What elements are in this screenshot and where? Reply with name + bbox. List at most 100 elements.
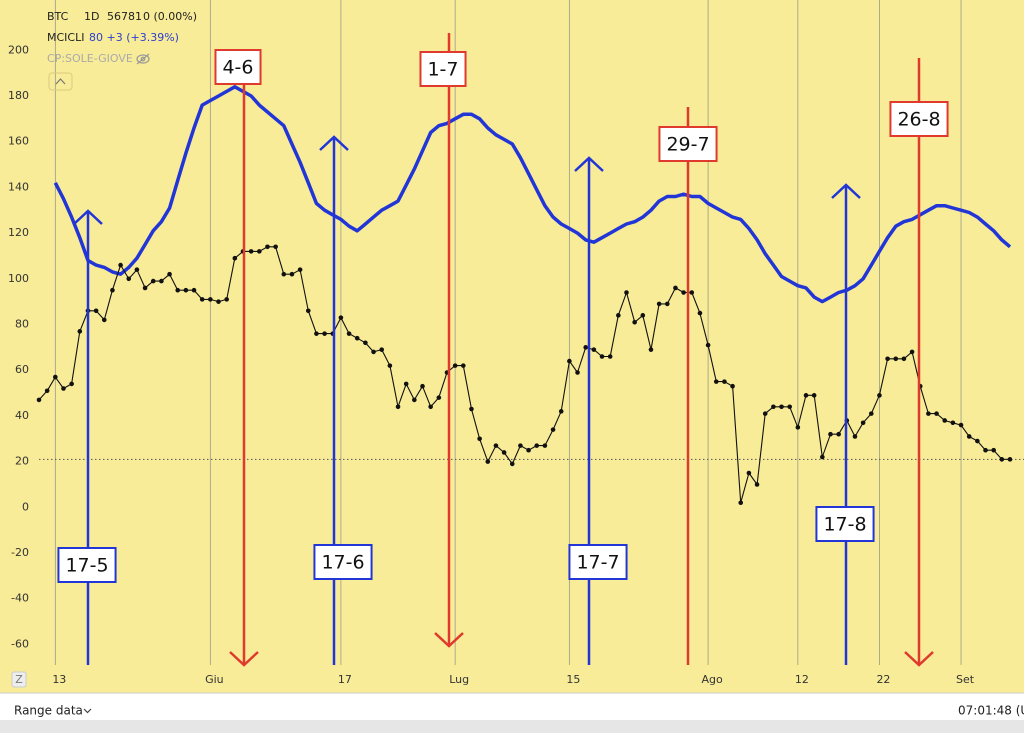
- data-point: [191, 287, 197, 293]
- x-tick-label: Ago: [701, 673, 723, 686]
- data-point: [942, 418, 948, 423]
- x-tick-label: 22: [876, 673, 890, 686]
- data-point: [509, 461, 515, 467]
- data-point: [126, 276, 132, 282]
- data-point: [69, 381, 74, 387]
- collapse-button[interactable]: [48, 72, 73, 91]
- data-point: [567, 358, 572, 364]
- data-point: [428, 404, 433, 410]
- data-point: [354, 335, 360, 341]
- annotation-label: 17-8: [823, 514, 866, 536]
- data-point: [762, 411, 768, 416]
- data-point: [632, 319, 637, 325]
- data-point: [852, 434, 858, 439]
- data-point: [44, 388, 50, 394]
- annotation-box: [313, 544, 373, 580]
- range-button[interactable]: Range data: [14, 704, 83, 718]
- annotation: 4-6: [214, 49, 262, 667]
- data-point: [134, 267, 140, 272]
- data-point: [624, 290, 629, 295]
- x-tick-label: 13: [52, 673, 66, 686]
- data-point: [289, 271, 295, 277]
- annotation: 17-8: [815, 183, 875, 665]
- data-point: [779, 404, 784, 410]
- y-tick-label: -20: [11, 546, 29, 559]
- interval: 1D: [84, 10, 99, 23]
- data-point: [53, 374, 58, 380]
- annotation: 17-7: [568, 156, 628, 665]
- legend: BTC 1D 56781 0 (0.00%) MCICLI 80 +3 (+3.…: [47, 10, 197, 91]
- data-point: [77, 329, 83, 334]
- y-tick-label: 0: [22, 500, 29, 513]
- data-point: [387, 363, 393, 368]
- data-point: [591, 347, 597, 352]
- annotation: 17-6: [313, 135, 373, 665]
- data-point: [183, 287, 189, 293]
- y-tick-label: 100: [8, 272, 29, 285]
- scale-button-label: Z: [15, 673, 23, 686]
- data-point: [705, 342, 711, 348]
- data-point: [795, 425, 801, 430]
- data-point: [273, 244, 278, 250]
- data-point: [754, 482, 760, 487]
- data-point: [493, 443, 499, 448]
- data-point: [461, 363, 466, 368]
- data-point: [787, 404, 792, 410]
- annotation-label: 29-7: [666, 134, 709, 156]
- legend-series-name: CP:SOLE-GIOVE: [47, 52, 133, 65]
- change: 0 (0.00%): [143, 10, 197, 23]
- symbol: BTC: [47, 10, 69, 23]
- plot-background: [0, 0, 1024, 693]
- data-point: [950, 420, 956, 426]
- data-point: [713, 379, 719, 384]
- annotation-label: 26-8: [897, 109, 940, 131]
- footer: [0, 720, 1024, 733]
- data-point: [901, 356, 907, 362]
- data-point: [926, 411, 931, 416]
- data-point: [828, 431, 833, 437]
- data-point: [722, 379, 727, 384]
- data-point: [469, 406, 474, 412]
- data-point: [501, 450, 507, 455]
- data-point: [485, 459, 491, 464]
- data-point: [1007, 457, 1013, 462]
- data-point: [599, 354, 605, 359]
- annotation-box: [658, 126, 718, 162]
- data-point: [877, 393, 882, 398]
- annotation-label: 17-6: [321, 552, 364, 574]
- data-point: [958, 422, 964, 428]
- y-tick-label: 40: [15, 409, 29, 422]
- data-point: [305, 308, 311, 314]
- data-point: [363, 340, 368, 346]
- data-point: [61, 386, 66, 391]
- legend-series-value: 80 +3 (+3.39%): [89, 31, 179, 44]
- data-point: [281, 271, 287, 277]
- data-point: [689, 290, 695, 295]
- data-point: [314, 331, 319, 336]
- data-point: [412, 397, 417, 403]
- series-line: [53, 85, 1012, 304]
- data-point: [395, 404, 401, 410]
- data-point: [216, 299, 221, 304]
- price: 56781: [107, 10, 142, 23]
- arrow-head: [73, 209, 103, 225]
- data-point: [542, 443, 548, 448]
- y-tick-label: 20: [15, 455, 29, 468]
- y-tick-label: 80: [15, 318, 29, 331]
- data-point: [934, 411, 939, 416]
- annotation-box: [214, 49, 262, 85]
- data-point: [616, 313, 621, 318]
- arrow-head: [319, 135, 349, 151]
- data-point: [811, 393, 817, 398]
- grid: -60 -40 -20 0 20 40 60 80 100 120 140 160 180 200 13 Gi…: [8, 0, 975, 686]
- data-point: [452, 363, 458, 368]
- hide-icon[interactable]: [136, 53, 150, 65]
- data-point: [159, 278, 164, 284]
- data-point: [371, 349, 376, 355]
- data-point: [607, 354, 613, 359]
- data-point: [991, 447, 996, 453]
- y-tick-label: 140: [8, 180, 29, 193]
- data-point: [583, 345, 588, 350]
- scale-button[interactable]: Z: [11, 671, 27, 688]
